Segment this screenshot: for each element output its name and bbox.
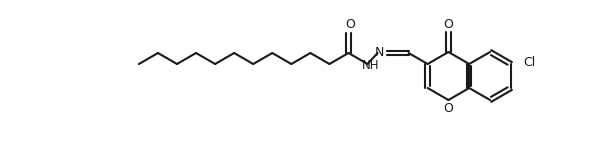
Text: NH: NH	[362, 59, 379, 72]
Text: O: O	[444, 102, 453, 116]
Text: N: N	[375, 45, 384, 59]
Text: O: O	[346, 19, 355, 31]
Text: O: O	[444, 17, 453, 31]
Text: Cl: Cl	[523, 57, 535, 69]
